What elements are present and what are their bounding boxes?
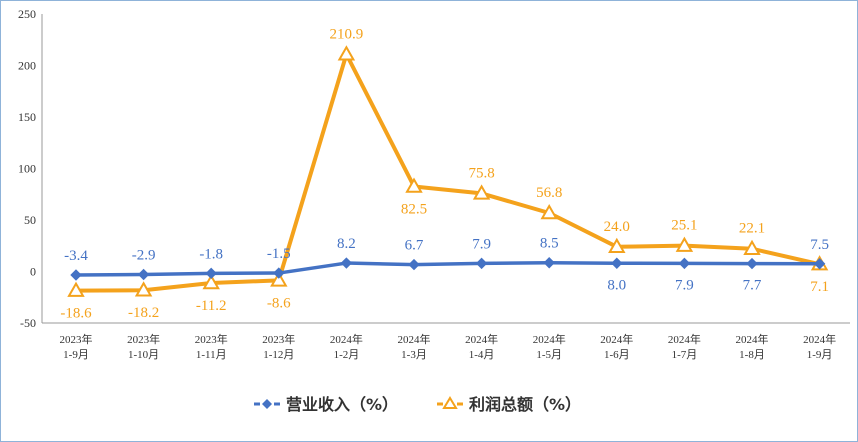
profit-data-label: 22.1 xyxy=(739,221,765,237)
profit-point-marker xyxy=(540,203,558,220)
profit-data-label: 75.8 xyxy=(468,165,494,181)
revenue-data-label: -3.4 xyxy=(64,248,88,264)
x-tick-label-period: 1-5月 xyxy=(536,349,562,361)
profit-point-marker xyxy=(134,281,153,297)
profit-point-marker xyxy=(202,274,220,290)
profit-point-marker xyxy=(337,45,356,61)
y-tick-label: 250 xyxy=(18,7,36,21)
profit-point-marker xyxy=(405,177,423,193)
x-tick-label-year: 2023年 xyxy=(195,332,228,346)
x-tick-label-period: 1-2月 xyxy=(334,349,360,361)
revenue-data-label: 7.9 xyxy=(472,236,491,252)
revenue-point-marker xyxy=(340,257,353,269)
x-tick-label-period: 1-8月 xyxy=(739,349,765,361)
profit-data-label: 82.5 xyxy=(401,202,427,218)
profit-data-label: 25.1 xyxy=(671,218,697,234)
profit-data-label: 56.8 xyxy=(536,185,562,201)
legend-revenue-marker xyxy=(262,399,272,409)
profit-data-label: 24.0 xyxy=(604,219,630,235)
revenue-point-marker xyxy=(611,257,623,269)
revenue-data-label: -1.5 xyxy=(267,246,291,262)
profit-point-marker xyxy=(270,271,288,287)
profit-point-marker xyxy=(608,237,626,254)
revenue-data-label: 8.5 xyxy=(540,236,559,252)
revenue-series-line xyxy=(75,260,820,277)
profit-data-label: -18.2 xyxy=(128,305,159,321)
x-tick-label-year: 2023年 xyxy=(60,332,93,346)
x-tick-label-period: 1-9月 xyxy=(807,349,833,361)
legend-revenue-label: 营业收入（%） xyxy=(286,395,398,414)
x-tick-label-year: 2023年 xyxy=(262,332,295,346)
x-tick-label-period: 1-10月 xyxy=(128,349,159,361)
x-tick-label-period: 1-6月 xyxy=(604,349,630,361)
profit-data-label: 210.9 xyxy=(330,26,364,42)
x-tick-label-year: 2024年 xyxy=(330,332,363,346)
x-tick-label-year: 2024年 xyxy=(398,332,431,346)
x-tick-label-period: 1-12月 xyxy=(263,349,294,361)
revenue-point-marker xyxy=(543,257,555,269)
revenue-point-marker xyxy=(746,257,758,270)
y-tick-label: 150 xyxy=(18,110,36,124)
y-tick-label: 200 xyxy=(18,59,36,73)
legend-profit-label: 利润总额（%） xyxy=(469,395,581,414)
x-tick-label-period: 1-9月 xyxy=(63,349,89,361)
revenue-point-marker xyxy=(678,257,691,270)
revenue-data-label: 8.0 xyxy=(607,277,626,293)
profit-point-marker xyxy=(472,184,491,200)
revenue-point-marker xyxy=(205,267,217,280)
revenue-point-marker xyxy=(273,267,285,279)
profit-point-marker xyxy=(67,281,85,297)
revenue-data-label: 7.9 xyxy=(675,277,694,293)
revenue-data-label: 7.5 xyxy=(810,237,829,253)
profit-data-label: 7.1 xyxy=(810,279,829,295)
profit-data-label: -8.6 xyxy=(267,295,291,311)
y-tick-label: -50 xyxy=(20,316,36,330)
x-tick-label-year: 2024年 xyxy=(465,332,498,346)
y-tick-label: 0 xyxy=(30,265,36,279)
revenue-point-marker xyxy=(813,258,826,270)
x-tick-label-period: 1-3月 xyxy=(401,349,427,361)
revenue-point-marker xyxy=(70,269,82,281)
revenue-data-label: 8.2 xyxy=(337,236,356,252)
revenue-point-marker xyxy=(475,257,488,270)
revenue-data-label: -2.9 xyxy=(132,247,156,263)
x-tick-label-period: 1-7月 xyxy=(672,349,698,361)
profit-series-line xyxy=(75,52,821,293)
profit-data-label: -18.6 xyxy=(60,306,92,322)
x-tick-label-period: 1-11月 xyxy=(196,349,227,361)
legend-profit-marker xyxy=(442,396,458,409)
revenue-point-marker xyxy=(137,268,150,281)
profit-point-marker xyxy=(743,239,761,255)
x-tick-label-year: 2023年 xyxy=(127,332,160,346)
x-tick-label-year: 2024年 xyxy=(533,332,566,346)
profit-point-marker xyxy=(675,236,694,252)
x-tick-label-year: 2024年 xyxy=(668,332,701,346)
profit-data-label: -11.2 xyxy=(196,298,227,314)
revenue-data-label: -1.8 xyxy=(199,246,223,262)
revenue-data-label: 6.7 xyxy=(405,238,424,254)
x-tick-label-year: 2024年 xyxy=(803,332,836,346)
x-tick-label-period: 1-4月 xyxy=(469,349,495,361)
x-tick-label-year: 2024年 xyxy=(600,332,633,346)
y-tick-label: 50 xyxy=(24,213,36,227)
y-tick-label: 100 xyxy=(18,162,36,176)
revenue-data-label: 7.7 xyxy=(743,278,762,294)
x-tick-label-year: 2024年 xyxy=(736,332,769,346)
revenue-point-marker xyxy=(408,258,420,271)
